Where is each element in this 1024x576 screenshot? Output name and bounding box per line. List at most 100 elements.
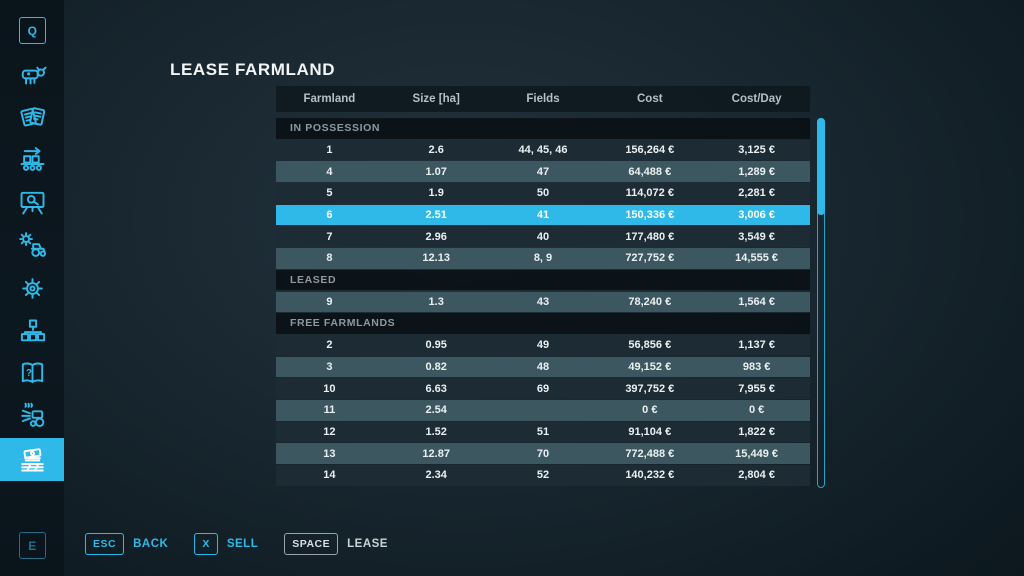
cell-cost: 78,240 € <box>628 295 672 308</box>
column-header-farmland: Farmland <box>303 93 356 105</box>
farmland-row-3[interactable]: 3 0.82 48 49,152 € 983 € <box>276 356 810 378</box>
sidebar-item-contracts[interactable] <box>0 96 64 139</box>
sidebar-items: ? <box>0 53 64 481</box>
cell-cost_day: 0 € <box>748 404 765 417</box>
statistics-board-icon <box>17 187 48 218</box>
cell-farmland: 11 <box>323 404 336 417</box>
column-header-costday: Cost/Day <box>731 93 782 105</box>
farmland-row-2[interactable]: 2 0.95 49 56,856 € 1,137 € <box>276 334 810 356</box>
sidebar-item-settings[interactable] <box>0 267 64 310</box>
cell-cost: 49,152 € <box>628 360 672 373</box>
section-header: LEASED <box>276 269 810 291</box>
cell-fields: 49 <box>536 339 550 352</box>
cell-size: 6.63 <box>425 382 447 395</box>
cell-cost_day: 2,804 € <box>738 469 775 482</box>
farmland-row-9[interactable]: 9 1.3 43 78,240 € 1,564 € <box>276 291 810 313</box>
esc-keycap: ESC <box>85 533 125 555</box>
scrollbar-thumb[interactable] <box>817 118 825 215</box>
sidebar-item-vehicle-maintenance[interactable] <box>0 224 64 267</box>
cell-fields: 47 <box>536 165 550 178</box>
gear-icon <box>17 273 48 304</box>
scrollbar-track[interactable] <box>817 118 825 488</box>
farmland-row-12[interactable]: 12 1.52 51 91,104 € 1,822 € <box>276 421 810 443</box>
cell-farmland: 2 <box>326 339 333 352</box>
cell-fields: 8, 9 <box>533 252 553 265</box>
cell-farmland: 6 <box>326 209 333 222</box>
cell-size: 12.13 <box>422 252 450 265</box>
farmland-money-icon <box>17 444 48 475</box>
cell-cost: 56,856 € <box>628 339 672 352</box>
cell-size: 2.54 <box>425 404 447 417</box>
sidebar-item-production-chains[interactable] <box>0 310 64 353</box>
cell-cost_day: 1,289 € <box>738 165 775 178</box>
cell-cost_day: 14,555 € <box>735 252 778 265</box>
farmland-row-14[interactable]: 14 2.34 52 140,232 € 2,804 € <box>276 465 810 486</box>
farmland-row-11[interactable]: 11 2.54 0 € 0 € <box>276 399 810 421</box>
cell-cost_day: 1,137 € <box>738 339 775 352</box>
sidebar-item-production[interactable] <box>0 139 64 182</box>
farmland-row-4[interactable]: 4 1.07 47 64,488 € 1,289 € <box>276 161 810 182</box>
ai-worker-icon <box>17 401 48 432</box>
vehicle-maintenance-icon <box>17 230 48 261</box>
farmland-row-7[interactable]: 7 2.96 40 177,480 € 3,549 € <box>276 226 810 248</box>
cell-cost: 91,104 € <box>628 425 672 438</box>
back-button[interactable]: ESC BACK <box>85 533 168 555</box>
farmland-row-6[interactable]: 6 2.51 41 150,336 € 3,006 € <box>276 204 810 226</box>
cell-cost_day: 1,822 € <box>738 425 775 438</box>
farmland-row-5[interactable]: 5 1.9 50 114,072 € 2,281 € <box>276 183 810 204</box>
cell-fields: 69 <box>536 382 550 395</box>
section-header: FREE FARMLANDS <box>276 313 810 334</box>
cell-fields: 40 <box>536 230 550 243</box>
cell-size: 2.6 <box>428 143 444 156</box>
cell-cost: 114,072 € <box>625 187 674 200</box>
cell-size: 12.87 <box>422 447 450 460</box>
cell-fields: 44, 45, 46 <box>518 143 568 156</box>
lease-label: LEASE <box>347 538 388 550</box>
lease-button[interactable]: SPACE LEASE <box>284 533 388 555</box>
cell-farmland: 14 <box>323 469 336 482</box>
cell-size: 1.9 <box>428 187 444 200</box>
sidebar-item-ai-workers[interactable] <box>0 395 64 438</box>
cell-farmland: 8 <box>326 252 333 265</box>
cell-cost: 772,488 € <box>625 447 675 460</box>
cell-size: 2.51 <box>425 209 447 222</box>
cell-cost_day: 983 € <box>742 360 771 373</box>
cell-fields: 50 <box>536 187 550 200</box>
sell-button[interactable]: X SELL <box>194 533 258 555</box>
cell-cost: 140,232 € <box>625 469 675 482</box>
cell-fields: 41 <box>536 209 550 222</box>
farmland-row-8[interactable]: 8 12.13 8, 9 727,752 € 14,555 € <box>276 248 810 269</box>
column-header-cost: Cost <box>637 93 663 105</box>
sidebar-item-statistics[interactable] <box>0 181 64 224</box>
cell-farmland: 5 <box>326 187 333 200</box>
contracts-icon <box>17 102 48 133</box>
cell-size: 1.52 <box>425 425 447 438</box>
cell-cost_day: 2,281 € <box>738 187 775 200</box>
cell-cost_day: 7,955 € <box>738 382 775 395</box>
sell-label: SELL <box>226 538 259 550</box>
sidebar-item-farmland[interactable] <box>0 438 64 481</box>
next-page-keycap: E <box>19 532 46 559</box>
cell-size: 0.95 <box>425 339 447 352</box>
column-header-fields: Fields <box>526 93 560 105</box>
cell-cost: 727,752 € <box>625 252 675 265</box>
sidebar-item-animals[interactable] <box>0 53 64 96</box>
farmland-row-10[interactable]: 10 6.63 69 397,752 € 7,955 € <box>276 378 810 399</box>
page-title: LEASE FARMLAND <box>170 60 336 79</box>
cell-cost_day: 3,549 € <box>738 230 775 243</box>
farmland-row-1[interactable]: 1 2.6 44, 45, 46 156,264 € 3,125 € <box>276 139 810 161</box>
sidebar-item-help[interactable]: ? <box>0 353 64 396</box>
farmland-row-13[interactable]: 13 12.87 70 772,488 € 15,449 € <box>276 443 810 464</box>
cow-icon <box>17 59 48 90</box>
cell-farmland: 4 <box>326 165 333 178</box>
cell-cost_day: 3,125 € <box>738 143 775 156</box>
help-book-icon: ? <box>17 358 48 389</box>
back-label: BACK <box>133 538 169 550</box>
column-header-size: Size [ha] <box>412 93 460 105</box>
prev-page-keycap: Q <box>19 17 46 44</box>
cell-size: 0.82 <box>425 360 447 373</box>
cell-cost: 150,336 € <box>625 209 675 222</box>
cell-fields: 51 <box>536 425 550 438</box>
cell-cost: 397,752 € <box>625 382 675 395</box>
cell-cost_day: 1,564 € <box>738 295 775 308</box>
